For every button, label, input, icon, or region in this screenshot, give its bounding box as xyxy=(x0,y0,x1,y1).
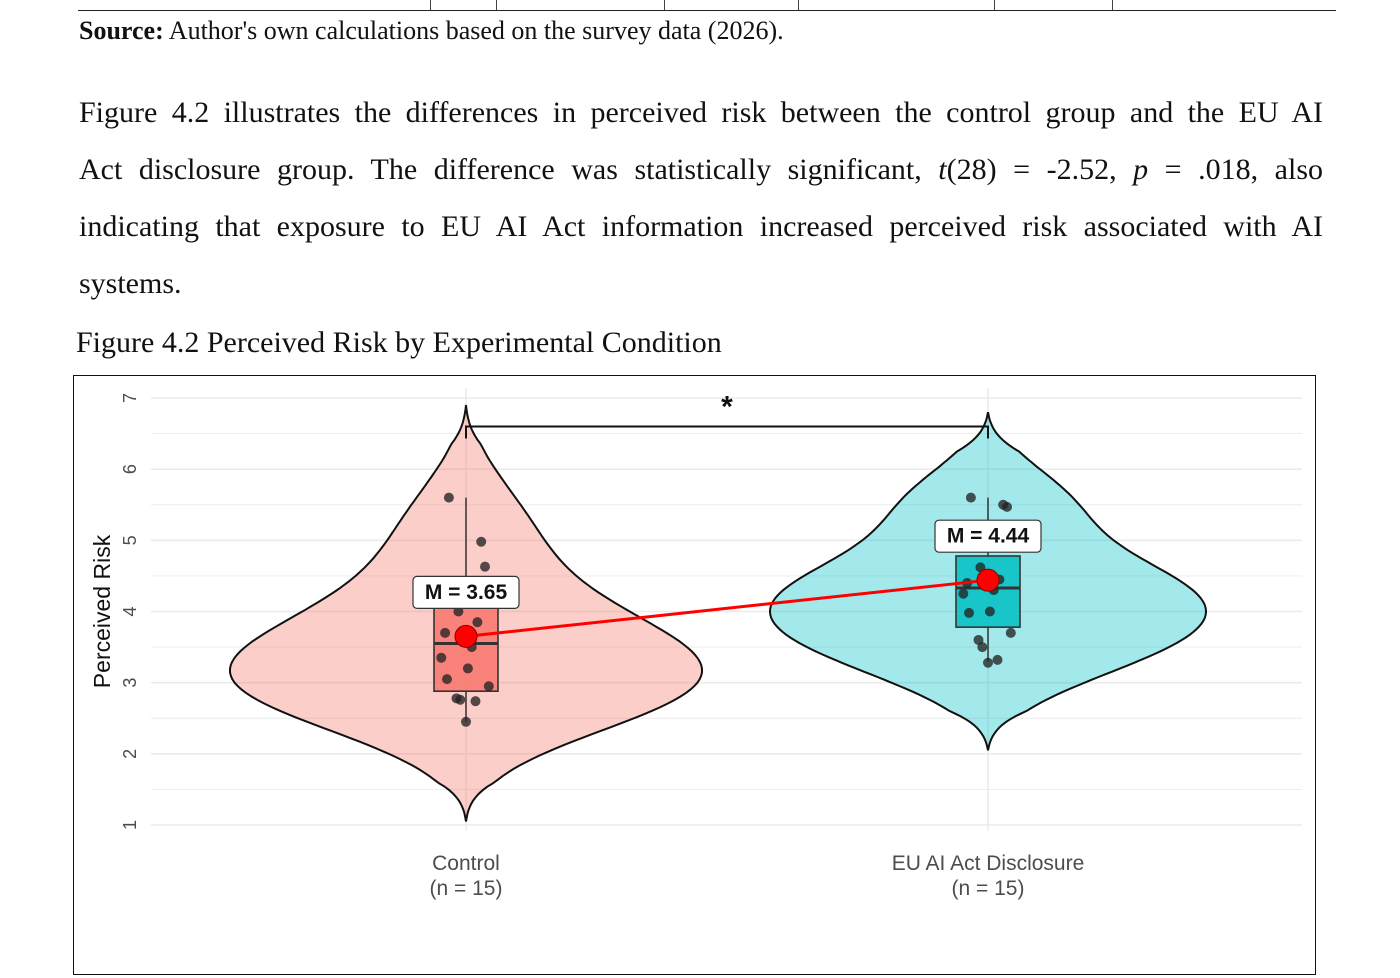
table-cell-divider xyxy=(798,0,799,10)
data-point xyxy=(965,492,976,503)
significance-bracket xyxy=(465,425,989,439)
mean-label: M = 4.44 xyxy=(947,525,1030,548)
data-point xyxy=(470,696,481,707)
y-tick-label: 7 xyxy=(120,393,140,403)
data-point xyxy=(455,694,466,705)
data-point xyxy=(461,716,471,727)
p-value-symbol: p xyxy=(1133,153,1149,186)
paragraph-line-1: Figure 4.2 illustrates the differences i… xyxy=(79,96,1323,129)
data-point xyxy=(992,654,1003,665)
mean-point xyxy=(976,568,1000,592)
y-tick-label: 1 xyxy=(120,820,140,830)
violin-chart: M = 3.65 M = 4.44 * 1 2 3 4 5 6 7 Perceived Risk C… xyxy=(89,388,1302,900)
data-point xyxy=(983,657,993,668)
table-cell-divider xyxy=(994,0,995,10)
data-point xyxy=(964,607,974,618)
data-point xyxy=(1005,627,1016,638)
mean-label-box xyxy=(934,519,1042,553)
data-point xyxy=(436,652,447,663)
y-tick-label: 3 xyxy=(120,678,140,688)
data-point xyxy=(975,562,986,573)
table-cell-divider xyxy=(430,0,431,10)
x-tick-label: EU AI Act Disclosure xyxy=(892,852,1085,875)
y-tick-label: 2 xyxy=(120,749,140,759)
data-point xyxy=(462,663,473,674)
paragraph-line-2-b: (28) = -2.52, xyxy=(946,153,1134,186)
data-point xyxy=(977,642,988,653)
paragraph-line-2-a: Act disclosure group. The difference was… xyxy=(79,153,939,186)
table-bottom-edge xyxy=(78,0,1336,11)
mean-label-box xyxy=(412,575,520,610)
data-point xyxy=(472,617,483,628)
data-point xyxy=(440,627,451,638)
x-tick-sample-size: (n = 15) xyxy=(952,877,1025,900)
paragraph-line-2-c: = .018, also xyxy=(1148,153,1323,186)
table-cell-divider xyxy=(496,0,497,10)
data-point xyxy=(984,606,995,617)
data-point xyxy=(442,674,452,685)
mean-connector-line xyxy=(465,578,989,638)
data-point xyxy=(1002,501,1012,512)
data-point xyxy=(483,681,494,692)
y-axis-label: Perceived Risk xyxy=(89,534,115,688)
table-cell-divider xyxy=(1112,0,1113,10)
body-paragraph: Figure 4.2 illustrates the differences i… xyxy=(79,84,1323,312)
paragraph-line-4: systems. xyxy=(79,267,182,300)
mean-label: M = 3.65 xyxy=(425,581,508,604)
x-tick-label: Control xyxy=(432,852,500,875)
chart-frame: M = 3.65 M = 4.44 * 1 2 3 4 5 6 7 Perceived Risk C… xyxy=(73,375,1316,975)
data-point xyxy=(958,588,969,599)
table-cell-divider xyxy=(664,0,665,10)
source-text: Author's own calculations based on the s… xyxy=(163,16,784,45)
t-statistic-symbol: t xyxy=(938,153,947,186)
table-source-note: Source: Author's own calculations based … xyxy=(79,14,784,48)
mean-point xyxy=(454,624,478,648)
data-point xyxy=(480,561,490,572)
paragraph-line-3: indicating that exposure to EU AI Act in… xyxy=(79,210,1323,243)
y-tick-label: 6 xyxy=(120,464,140,474)
data-point xyxy=(476,536,487,547)
data-point xyxy=(443,492,454,503)
significance-star: * xyxy=(721,390,733,423)
source-label: Source: xyxy=(79,16,164,45)
y-tick-label: 4 xyxy=(120,606,140,616)
paragraph-line-2: Act disclosure group. The difference was… xyxy=(79,141,1323,198)
figure-caption: Figure 4.2 Perceived Risk by Experimenta… xyxy=(76,326,722,359)
x-tick-sample-size: (n = 15) xyxy=(430,877,503,900)
y-tick-label: 5 xyxy=(120,535,140,545)
